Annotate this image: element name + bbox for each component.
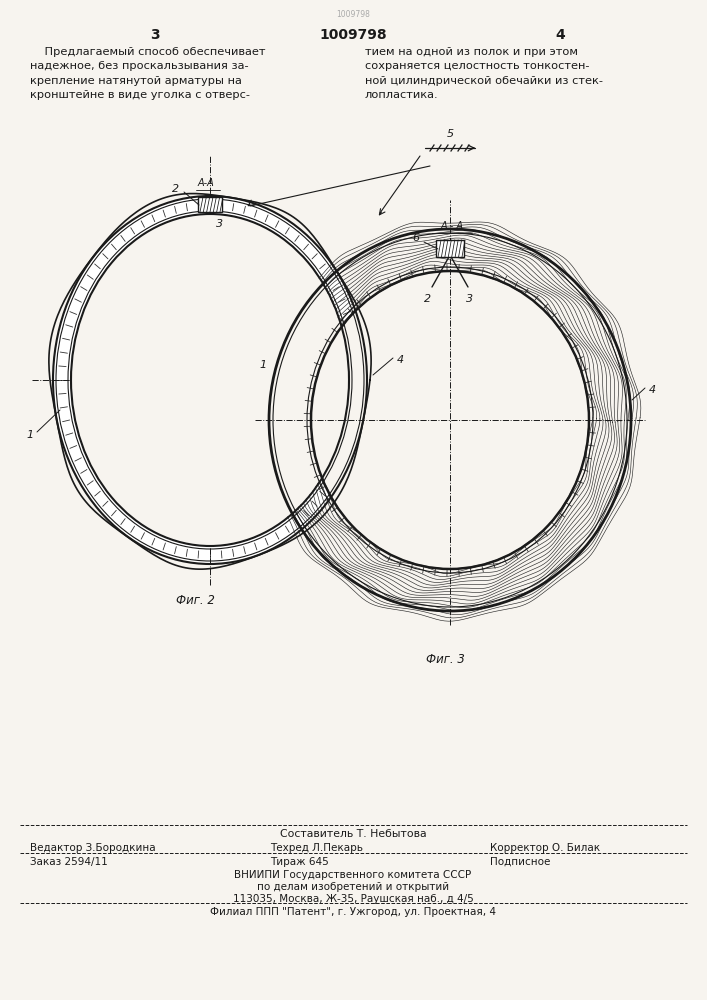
Text: 1: 1	[26, 430, 33, 440]
Text: 1009798: 1009798	[319, 28, 387, 42]
Text: 3: 3	[467, 294, 474, 304]
Text: по делам изобретений и открытий: по делам изобретений и открытий	[257, 882, 449, 892]
Text: Техред Л.Пекарь: Техред Л.Пекарь	[270, 843, 363, 853]
Ellipse shape	[44, 187, 376, 573]
Text: 2: 2	[173, 184, 180, 194]
Text: 4: 4	[397, 355, 404, 365]
Text: 5: 5	[446, 129, 454, 139]
Text: ВНИИПИ Государственного комитета СССР: ВНИИПИ Государственного комитета СССР	[235, 870, 472, 880]
Text: 2: 2	[424, 294, 431, 304]
Text: 4: 4	[649, 385, 656, 395]
Ellipse shape	[312, 272, 588, 568]
Text: Корректор О. Билак: Корректор О. Билак	[490, 843, 600, 853]
Text: 1009798: 1009798	[336, 10, 370, 19]
Text: 3: 3	[150, 28, 160, 42]
Text: A-A: A-A	[198, 178, 214, 188]
Text: A - A: A - A	[440, 221, 464, 231]
Text: Подписное: Подписное	[490, 857, 550, 867]
Text: 113035, Москва, Ж-35, Раушская наб., д 4/5: 113035, Москва, Ж-35, Раушская наб., д 4…	[233, 894, 474, 904]
Bar	[436, 240, 464, 257]
Text: Фиг. 2: Фиг. 2	[175, 594, 214, 607]
Text: Ведактор З.Бородкина: Ведактор З.Бородкина	[30, 843, 156, 853]
Text: 6: 6	[412, 233, 419, 243]
Text: 4: 4	[555, 28, 565, 42]
Text: Заказ 2594/11: Заказ 2594/11	[30, 857, 107, 867]
Ellipse shape	[253, 213, 647, 627]
Text: 1: 1	[259, 360, 267, 370]
Text: Составитель Т. Небытова: Составитель Т. Небытова	[280, 829, 426, 839]
Bar	[198, 197, 222, 212]
Ellipse shape	[72, 215, 348, 545]
Ellipse shape	[54, 197, 366, 563]
Text: Тираж 645: Тираж 645	[270, 857, 329, 867]
Text: Предлагаемый способ обеспечивает
надежное, без проскальзывания за-
крепление нат: Предлагаемый способ обеспечивает надежно…	[30, 47, 266, 100]
Text: Филиал ППП "Патент", г. Ужгород, ул. Проектная, 4: Филиал ППП "Патент", г. Ужгород, ул. Про…	[210, 907, 496, 917]
Text: тием на одной из полок и при этом
сохраняется целостность тонкостен-
ной цилиндр: тием на одной из полок и при этом сохран…	[365, 47, 603, 100]
Text: Фиг. 3: Фиг. 3	[426, 653, 464, 666]
Text: 3: 3	[216, 219, 223, 229]
